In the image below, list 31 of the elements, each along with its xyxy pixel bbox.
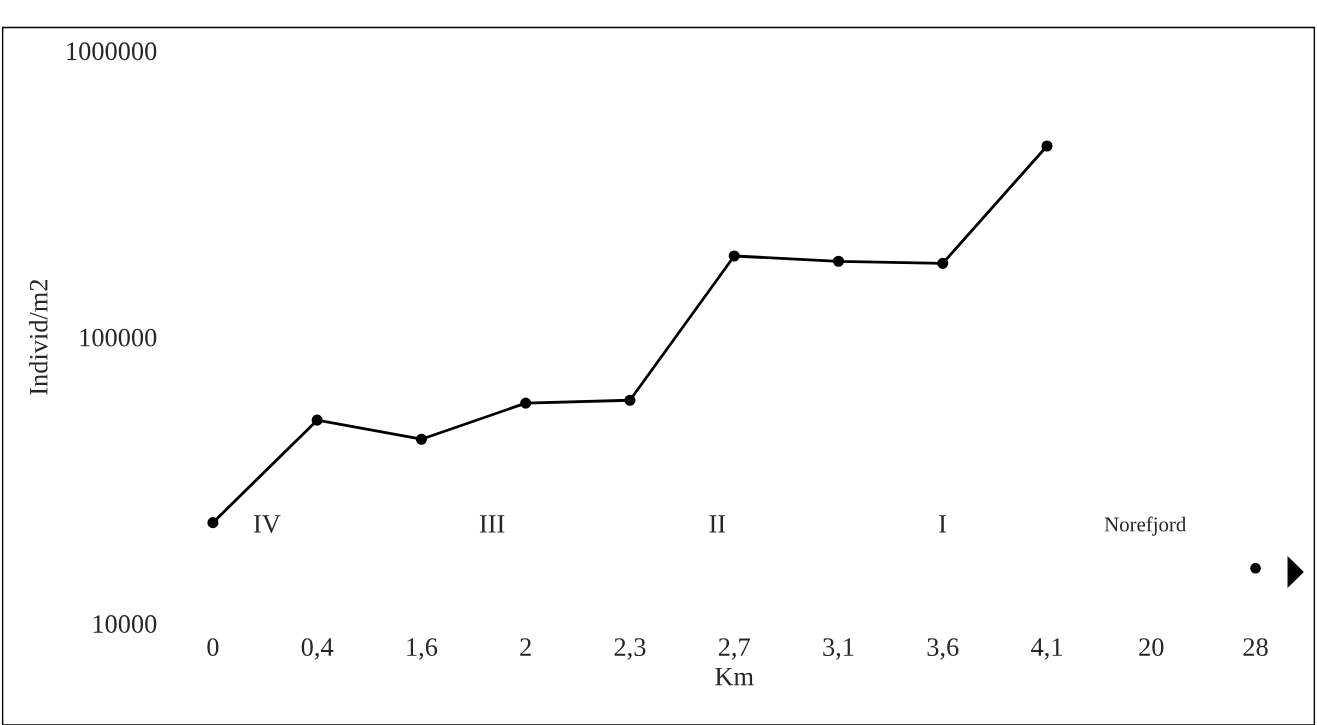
annotation: I [939,515,947,533]
point [832,255,845,267]
x-tick-label: 20 [1139,638,1164,656]
x-tick-label: 0 [207,638,219,656]
annotation: Norefjord [1104,516,1187,536]
y-tick-label: 1000000 [67,42,157,61]
y-tick-label: 10000 [93,615,157,633]
x-tick-label: 2,7 [718,638,750,660]
annotation: IV [253,515,281,533]
point [1041,140,1053,152]
point [415,433,427,445]
x-tick-label: 4,1 [1031,638,1062,660]
x-tick-label: 1,6 [407,638,438,660]
annotation: III [479,515,505,533]
point [207,517,219,529]
x-tick-label: 0,4 [301,638,334,660]
x-tick-label: 28 [1243,638,1268,656]
y-axis-title: Individ/m2 [29,279,48,395]
x-tick-label: 2 [520,638,531,656]
point [624,394,636,406]
x-tick-label: 2,3 [614,638,646,660]
annotation: II [709,515,726,533]
y-tick-label: 100000 [80,328,157,347]
point [311,414,323,426]
point [1250,562,1261,574]
point [937,257,949,269]
point [728,250,740,262]
x-tick-label: 3,1 [823,638,854,660]
point [520,397,532,409]
x-axis-title: Km [715,667,754,686]
x-tick-label: 3,6 [927,638,959,660]
